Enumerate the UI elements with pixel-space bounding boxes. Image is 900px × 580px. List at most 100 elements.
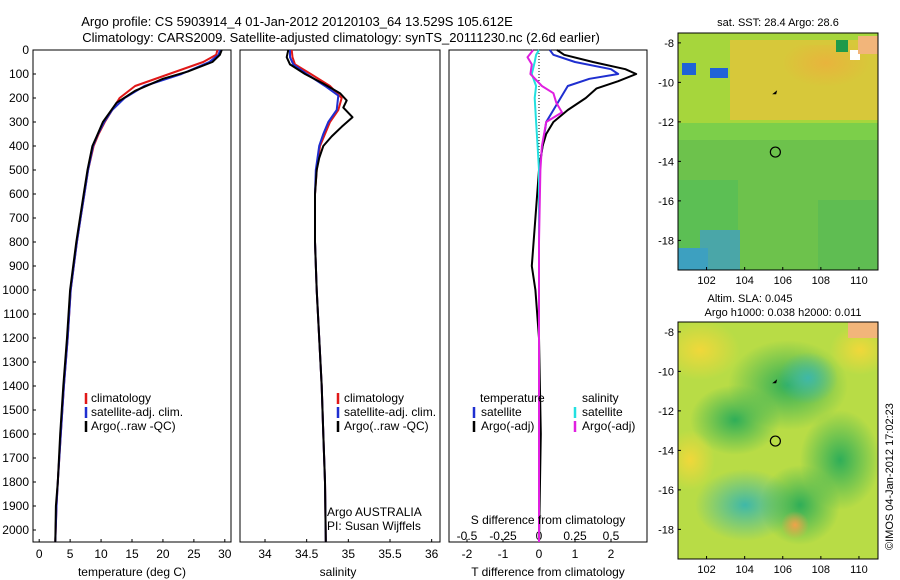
x-tick-label: 36 (425, 547, 439, 561)
argo-profile-location-marker (769, 146, 781, 158)
depth-tick-label: 1600 (2, 427, 29, 441)
sst-map-panel: sat. SST: 28.4 Argo: 28.6 102 104 106 108 11… (658, 17, 879, 287)
s-tick-label: -0.5 (457, 529, 478, 543)
legend-label-satellite: satellite-adj. clim. (344, 405, 436, 419)
map-y-tick-label: -10 (658, 77, 674, 89)
map-y-tick-label: -8 (664, 327, 674, 339)
sst-map-title: sat. SST: 28.4 Argo: 28.6 (717, 17, 839, 29)
sla-map-title-line2: Argo h1000: 0.038 h2000: 0.011 (705, 307, 862, 319)
salinity-x-axis: 34 34.5 35 35.5 36 (258, 539, 439, 561)
s-tick-label: -0.25 (489, 529, 517, 543)
sst-map-image (678, 33, 878, 270)
depth-tick-label: 0 (22, 43, 29, 57)
x-tick-label: 20 (156, 547, 170, 561)
sla-map-frame (677, 321, 879, 560)
argo-float-track-mark (772, 90, 778, 95)
salinity-series (285, 49, 354, 543)
map-y-tick-label: -12 (658, 406, 674, 418)
depth-tick-label: 100 (9, 67, 29, 81)
sst-map-axes: 102 104 106 108 110 -8 -10 -12 -14 -16 -18 (658, 38, 868, 287)
depth-tick-label: 600 (9, 187, 29, 201)
x-tick-label: 15 (125, 547, 139, 561)
legend-label-satellite: satellite-adj. clim. (91, 405, 183, 419)
series-line-argo-raw-qc- (54, 49, 223, 543)
legend-label-s-satellite: satellite (582, 405, 623, 419)
x-tick-label: 35.5 (378, 547, 402, 561)
difference-plot-frame (448, 49, 648, 543)
x-tick-label: 0 (536, 547, 543, 561)
x-tick-label: 30 (218, 547, 232, 561)
argo-float-track-mark (772, 379, 778, 384)
series-line-t-argo-adj- (530, 49, 638, 543)
x-tick-label: 34.5 (295, 547, 319, 561)
depth-tick-label: 200 (9, 91, 29, 105)
depth-tick-label: 300 (9, 115, 29, 129)
x-tick-label: 1 (572, 547, 579, 561)
x-tick-label: 2 (608, 547, 615, 561)
temperature-legend: climatology satellite-adj. clim. Argo(..… (84, 391, 183, 433)
depth-tick-label: 900 (9, 259, 29, 273)
temperature-x-label: temperature (deg C) (78, 565, 186, 579)
argo-profile-location-marker (769, 435, 781, 447)
sst-map-frame (677, 32, 879, 271)
t-difference-x-axis: -2 -1 0 1 2 (462, 539, 615, 561)
depth-tick-label: 2000 (2, 523, 29, 537)
map-y-tick-label: -10 (658, 366, 674, 378)
map-x-tick-label: 106 (774, 564, 792, 576)
map-x-tick-label: 102 (697, 275, 715, 287)
depth-tick-label: 1100 (3, 307, 29, 321)
depth-tick-label: 1000 (2, 283, 29, 297)
legend-label-t-argo: Argo(-adj) (481, 419, 534, 433)
depth-tick-label: 1700 (2, 451, 29, 465)
map-x-tick-label: 104 (735, 564, 753, 576)
argo-program-label: Argo AUSTRALIA (327, 505, 422, 519)
map-y-tick-label: -8 (664, 38, 674, 50)
sla-map-image (678, 322, 878, 559)
map-y-tick-label: -16 (658, 196, 674, 208)
depth-tick-label: 1800 (2, 475, 29, 489)
s-tick-label: 0.5 (603, 529, 620, 543)
salinity-plot-frame (239, 49, 441, 543)
depth-tick-label: 1900 (2, 499, 29, 513)
map-x-tick-label: 104 (735, 275, 753, 287)
depth-tick-label: 700 (9, 211, 29, 225)
salinity-x-label: salinity (320, 565, 357, 579)
map-y-tick-label: -14 (658, 156, 674, 168)
map-x-tick-label: 108 (812, 275, 830, 287)
series-line-argo-raw-qc- (285, 49, 354, 543)
temperature-plot-frame (32, 49, 232, 543)
series-line-s-argo-adj- (526, 49, 563, 542)
x-tick-label: -2 (462, 547, 473, 561)
depth-tick-label: 1500 (2, 403, 29, 417)
x-tick-label: 0 (36, 547, 43, 561)
legend-label-argo: Argo(..raw -QC) (344, 419, 429, 433)
depth-axis: 0 100 200 300 400 500 600 700 800 900 1000 1100 1200… (2, 43, 36, 537)
legend-label-t-satellite: satellite (481, 405, 522, 419)
principal-investigator-label: PI: Susan Wijffels (327, 519, 421, 533)
legend-title-salinity: salinity (582, 391, 619, 405)
figure-title-line2: Climatology: CARS2009. Satellite-adjuste… (82, 30, 600, 45)
map-x-tick-label: 106 (774, 275, 792, 287)
s-tick-label: 0.25 (563, 529, 587, 543)
t-difference-x-label: T difference from climatology (471, 565, 625, 579)
map-x-tick-label: 102 (697, 564, 715, 576)
map-x-tick-label: 108 (812, 564, 830, 576)
x-tick-label: 34 (258, 547, 272, 561)
s-difference-x-label: S difference from climatology (471, 513, 626, 527)
x-tick-label: -1 (498, 547, 509, 561)
legend-label-climatology: climatology (344, 391, 404, 405)
map-y-tick-label: -14 (658, 445, 674, 457)
imos-timestamp-label: ©IMOS 04-Jan-2012 17:02:23 (884, 403, 896, 550)
legend-title-temperature: temperature (480, 391, 545, 405)
temperature-x-axis: 0 5 10 15 20 25 30 (36, 539, 232, 561)
map-x-tick-label: 110 (850, 564, 868, 576)
sla-map-axes: 102 104 106 108 110 -8 -10 -12 -14 -16 -18 (658, 327, 868, 576)
sla-map-title-line1: Altim. SLA: 0.045 (708, 293, 793, 305)
difference-legend: temperature satellite Argo(-adj) salinit… (472, 391, 635, 433)
depth-tick-label: 500 (9, 163, 29, 177)
map-y-tick-label: -18 (658, 524, 674, 536)
map-y-tick-label: -12 (658, 117, 674, 129)
depth-tick-label: 1300 (2, 355, 29, 369)
legend-label-s-argo: Argo(-adj) (582, 419, 635, 433)
